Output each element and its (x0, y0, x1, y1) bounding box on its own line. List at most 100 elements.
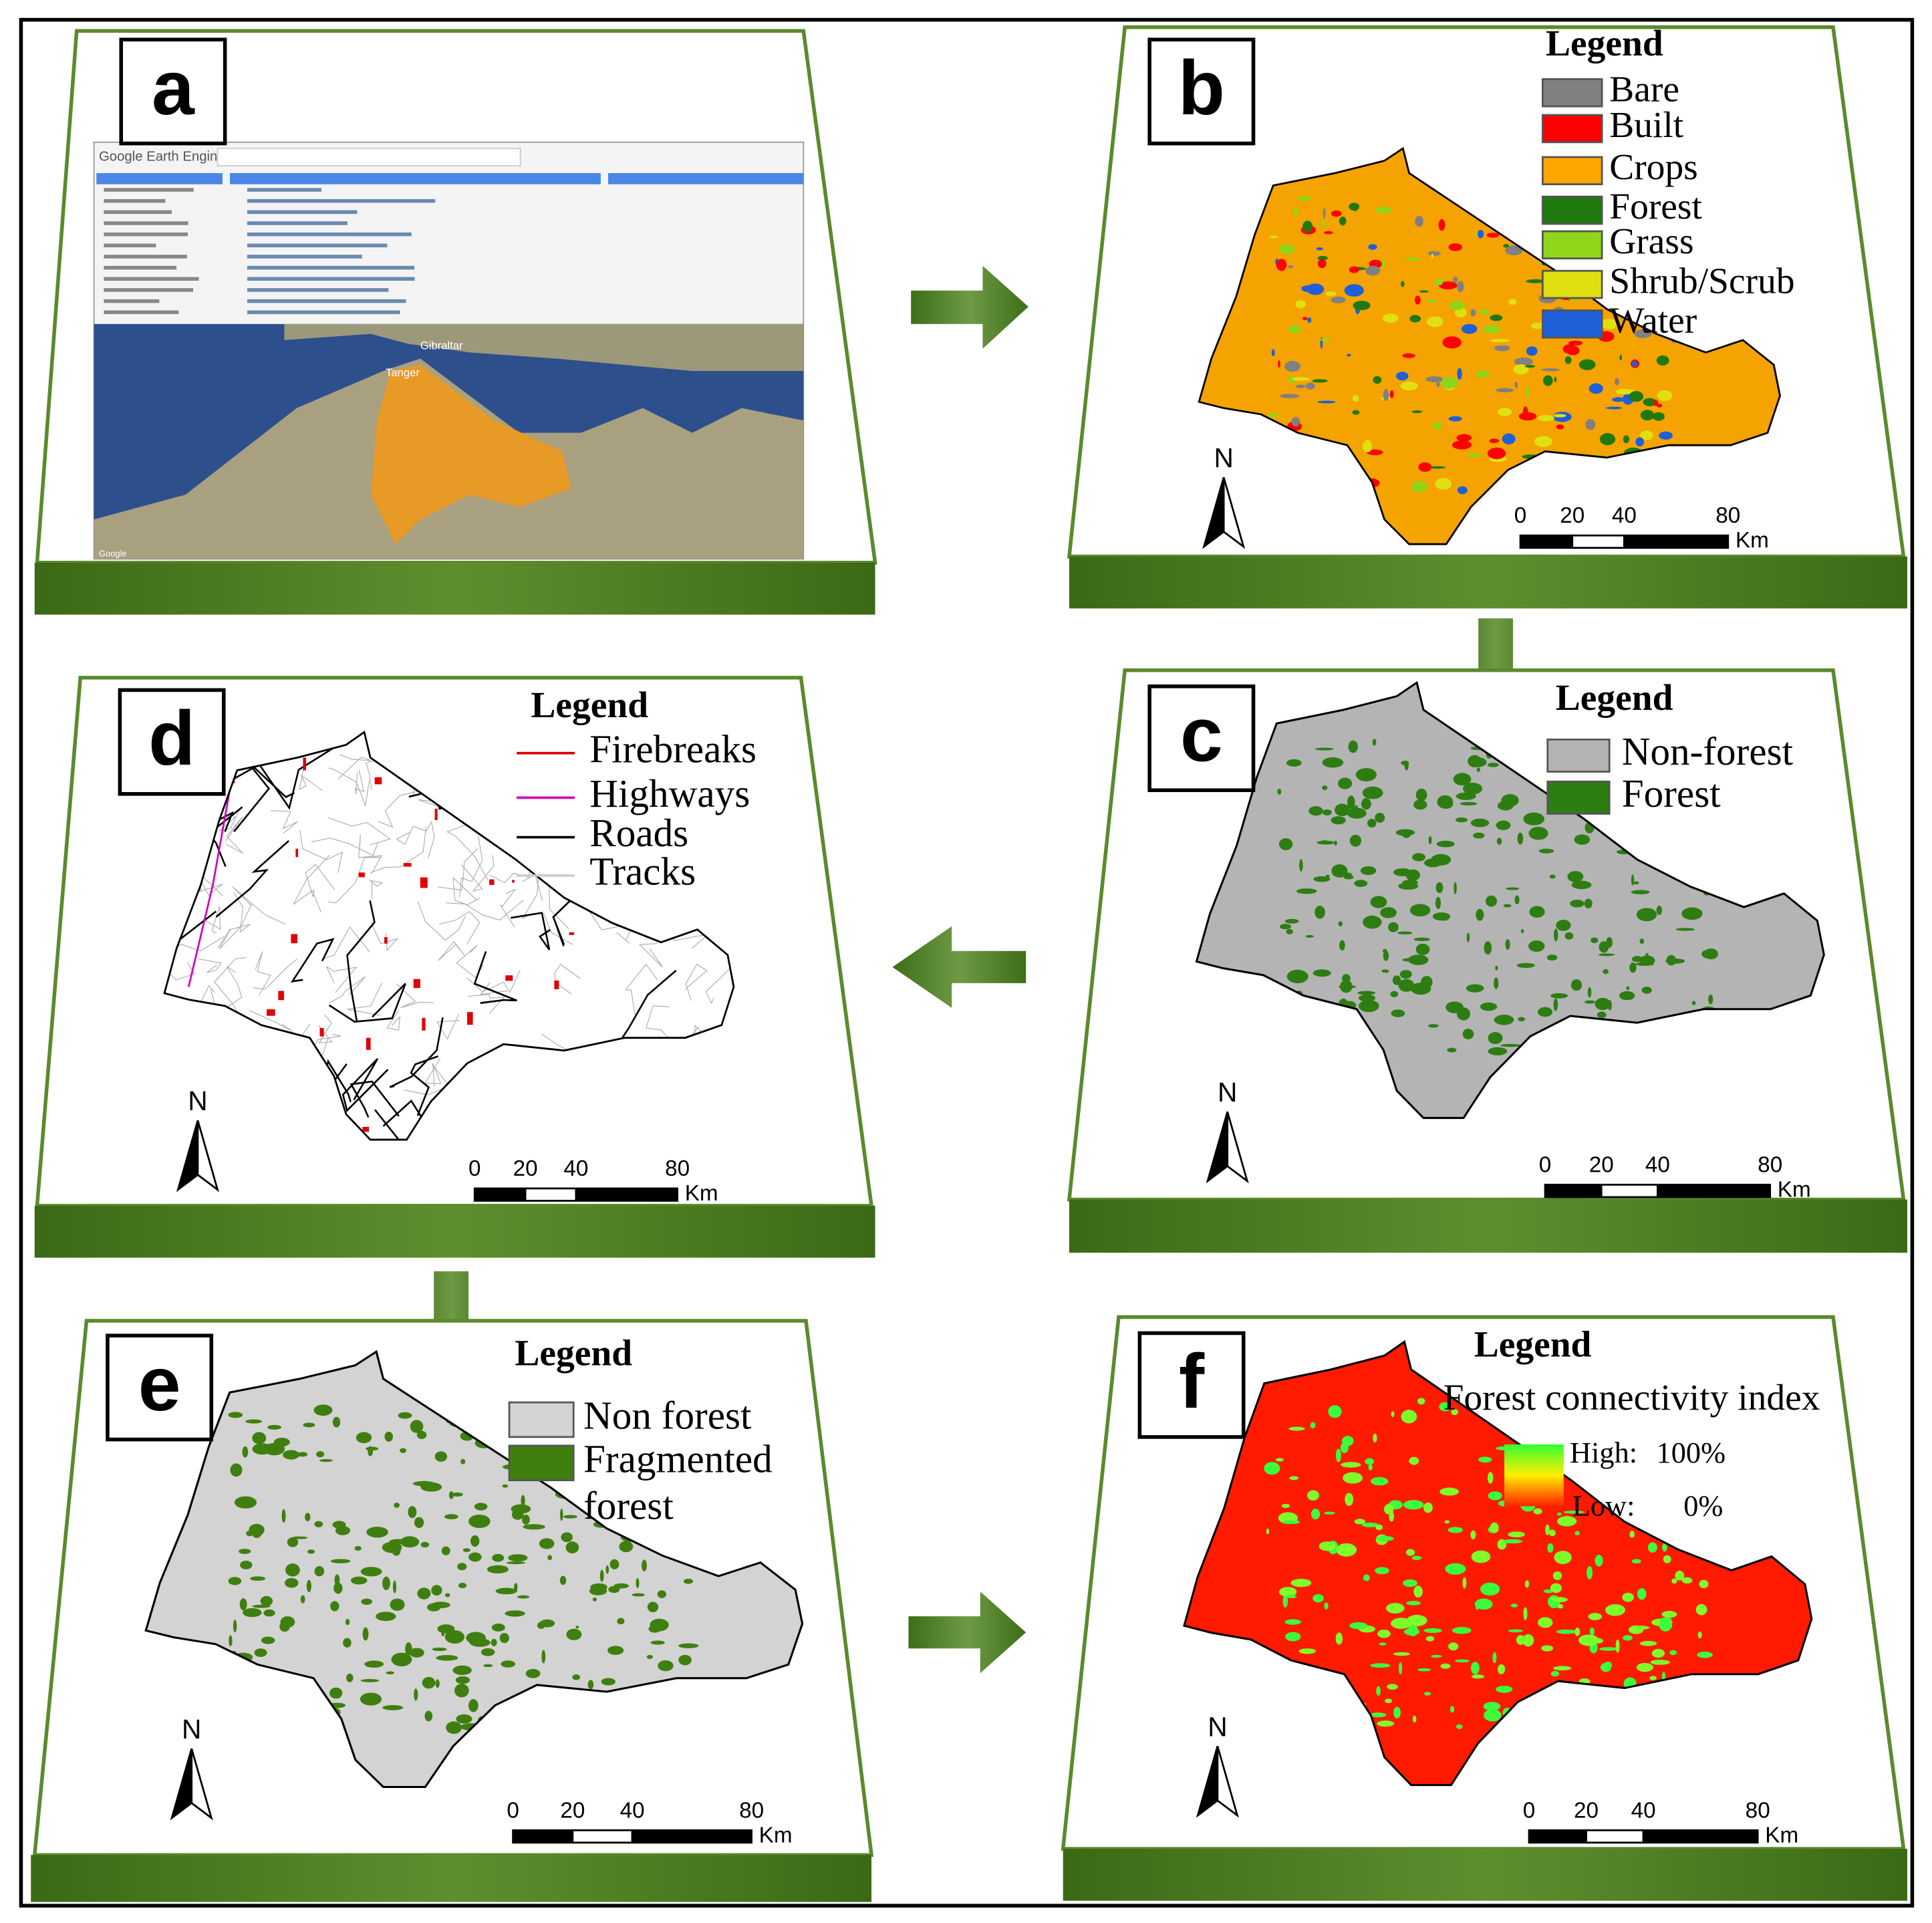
cover-patch (1370, 1663, 1391, 1668)
cover-patch (605, 1565, 609, 1574)
cover-patch (1599, 432, 1616, 446)
cover-patch (1425, 376, 1443, 382)
cover-patch (1414, 295, 1421, 305)
panel-letter-box (1147, 37, 1256, 146)
cover-patch (1395, 372, 1409, 381)
legend-gradient (1504, 1444, 1564, 1507)
track (446, 823, 489, 881)
cover-patch (239, 1598, 247, 1611)
track (412, 821, 435, 859)
cover-patch (1360, 866, 1377, 876)
cover-patch (1401, 281, 1405, 287)
cover-patch (424, 1710, 433, 1722)
panel-letter-box (106, 1333, 214, 1442)
cover-patch (364, 1660, 384, 1668)
legend-swatch (508, 1444, 575, 1482)
cover-patch (563, 1515, 577, 1519)
cover-patch (1435, 882, 1443, 894)
firebreak (278, 991, 284, 1001)
cover-patch (1331, 816, 1346, 825)
cover-patch (458, 1583, 467, 1589)
cover-patch (1280, 394, 1300, 398)
scale-bar-segment (1571, 534, 1625, 549)
app-pane-header (608, 173, 804, 184)
track (329, 976, 366, 1004)
cover-patch (1600, 318, 1618, 330)
legend-swatch (1541, 114, 1603, 144)
cover-patch (1545, 1524, 1550, 1535)
cover-patch (307, 1549, 315, 1554)
cover-patch (505, 1610, 525, 1617)
scale-unit: Km (1765, 1823, 1798, 1847)
cover-patch (350, 1576, 368, 1585)
cover-patch (1268, 235, 1278, 239)
cover-patch (1697, 1651, 1713, 1658)
cover-patch (1363, 915, 1382, 929)
code-line (247, 243, 388, 248)
cover-patch (1523, 812, 1545, 825)
cover-patch (1538, 1007, 1553, 1017)
track (378, 791, 418, 828)
track (299, 830, 343, 874)
cover-patch (1321, 220, 1325, 229)
legend-label: Non-forest (1622, 729, 1794, 773)
cover-patch (1411, 410, 1423, 413)
cover-patch (1423, 1692, 1431, 1696)
legend-title: Legend (1556, 678, 1673, 719)
cover-patch (1483, 1702, 1501, 1711)
cover-patch (1552, 1571, 1562, 1580)
scale-label: 0 (1514, 503, 1527, 528)
legend-label: Non forest (583, 1394, 752, 1438)
cover-patch (1656, 906, 1663, 915)
legend-high-label: High: (1570, 1436, 1637, 1469)
cover-patch (243, 1608, 262, 1618)
cover-patch (1355, 768, 1377, 782)
cover-patch (1276, 259, 1287, 271)
cover-patch (1599, 1647, 1618, 1651)
cover-patch (1471, 1674, 1485, 1679)
cover-patch (1427, 316, 1443, 328)
study-area-map (1195, 681, 1825, 1120)
cover-patch (1652, 412, 1665, 421)
cover-patch (521, 1495, 525, 1507)
cover-patch (1405, 1549, 1415, 1556)
legend-title: Legend (1546, 23, 1663, 64)
legend-title: Legend (1474, 1324, 1592, 1365)
cover-patch (1376, 1686, 1381, 1696)
cover-patch (1448, 1642, 1459, 1651)
cover-patch (283, 1450, 300, 1460)
cover-patch (267, 1424, 281, 1430)
cover-patch (1488, 1491, 1502, 1501)
legend-subtitle: Forest connectivity index (1443, 1378, 1820, 1418)
cover-patch (565, 1541, 579, 1554)
cover-patch (1393, 1652, 1410, 1656)
cover-patch (1291, 416, 1300, 426)
cover-patch (501, 1660, 516, 1668)
cover-patch (1379, 1642, 1387, 1646)
cover-patch (1411, 481, 1427, 493)
cover-patch (1315, 747, 1334, 751)
cover-patch (1341, 1462, 1361, 1468)
legend-swatch (1541, 78, 1603, 108)
firebreak (266, 1009, 275, 1016)
cover-patch (230, 1463, 243, 1477)
north-label: N (1218, 1077, 1237, 1108)
cover-patch (1551, 1597, 1568, 1603)
cover-patch (1661, 1611, 1677, 1618)
north-arrow-right (1226, 1111, 1249, 1184)
cover-patch (1470, 1530, 1476, 1539)
cover-patch (601, 1678, 615, 1686)
legend-swatch (1546, 780, 1611, 815)
cover-patch (1556, 1629, 1577, 1634)
scale-bar-segment (631, 1829, 752, 1844)
cover-patch (466, 1632, 486, 1644)
scale-bar-segment (1600, 1184, 1659, 1198)
map-attribution: Google (99, 548, 127, 558)
cover-patch (1470, 309, 1476, 317)
cover-patch (410, 1420, 424, 1433)
cover-patch (1334, 840, 1337, 846)
cover-patch (632, 1593, 645, 1597)
cover-patch (1631, 1626, 1650, 1630)
cover-patch (1317, 259, 1327, 269)
cover-patch (683, 1578, 694, 1584)
